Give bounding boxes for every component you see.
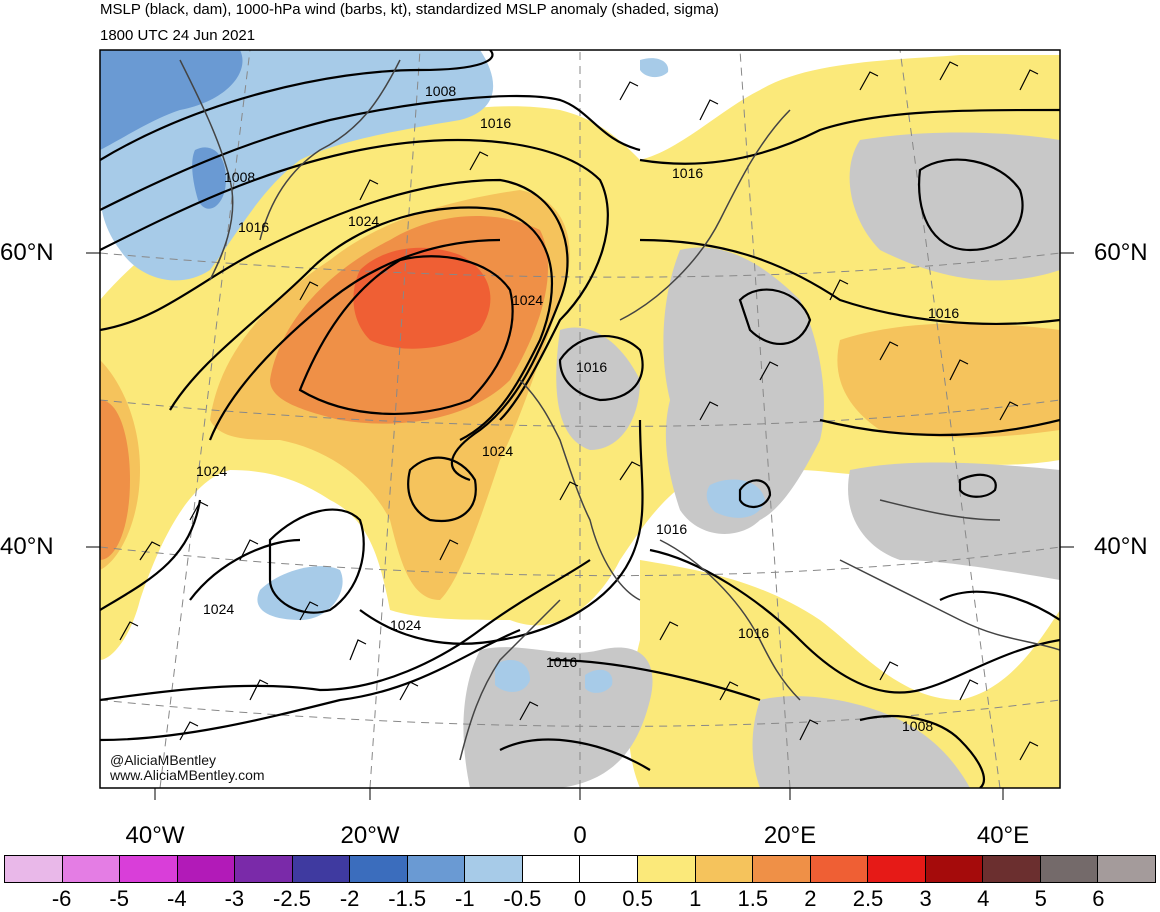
colorbar-tick-label: -6: [51, 886, 72, 911]
isobar-label: 1016: [576, 359, 607, 375]
lon-label-20w: 20°W: [340, 822, 400, 849]
colorbar-tick-label: 1.5: [737, 886, 769, 911]
colorbar-cell: [62, 856, 121, 882]
colorbar-tick-label: -3: [224, 886, 245, 911]
isobar-label: 1008: [425, 83, 456, 99]
colorbar-tick-label: 0: [573, 886, 587, 911]
colorbar-tick-label: 4: [977, 886, 990, 911]
lat-label-right-40: 40°N: [1094, 533, 1148, 560]
colorbar-cell: [810, 856, 869, 882]
colorbar-cell: [983, 856, 1041, 882]
isobar-label: 1016: [738, 625, 769, 641]
colorbar-tick-label: 2.5: [852, 886, 884, 911]
colorbar-cell: [868, 856, 926, 882]
isobar-label: 1016: [928, 305, 959, 321]
wind-barbs: [119, 61, 1039, 761]
land-region-gray: [663, 247, 824, 534]
colorbar-tick-label: -2: [339, 886, 360, 911]
isobar-label: 1008: [224, 169, 255, 185]
colorbar-cell: [580, 856, 639, 882]
lon-label-40w: 40°W: [125, 822, 185, 849]
colorbar-tick-label: 0.5: [622, 886, 653, 911]
lat-label-left-60: 60°N: [0, 239, 54, 266]
colorbar-cell: [177, 856, 236, 882]
colorbar-tick-label: -0.5: [503, 886, 542, 911]
colorbar-cell: [753, 856, 811, 882]
credit-handle: @AliciaMBentley: [110, 752, 217, 768]
isobar-label: 1024: [512, 292, 543, 308]
colorbar-cell: [5, 856, 63, 882]
colorbar: [4, 855, 1156, 883]
isobar-label: 1016: [672, 165, 703, 181]
lon-label-0: 0: [573, 822, 587, 849]
colorbar-tick-label: 2: [804, 886, 817, 911]
isobar-label: 1024: [482, 443, 513, 459]
lat-label-left-40: 40°N: [0, 533, 54, 560]
colorbar-tick-label: -5: [109, 886, 129, 911]
colorbar-cell: [1098, 856, 1155, 882]
colorbar-cell: [638, 856, 696, 882]
isobar-label: 1024: [203, 601, 234, 617]
isobar-label: 1016: [238, 219, 269, 235]
valid-time: 1800 UTC 24 Jun 2021: [100, 27, 256, 44]
colorbar-tick-label: 5: [1034, 886, 1047, 911]
isobar-label: 1024: [390, 617, 421, 633]
map-title: MSLP (black, dam), 1000-hPa wind (barbs,…: [100, 1, 719, 18]
isobar-label: 1008: [902, 718, 933, 734]
anomaly-region-max: [353, 247, 491, 349]
colorbar-cell: [292, 856, 351, 882]
axis-ticks: [86, 252, 1074, 800]
colorbar-tick-label: -1: [455, 886, 475, 911]
colorbar-tick-label: 1: [689, 886, 702, 911]
colorbar-tick-label: 6: [1092, 886, 1105, 911]
isobar-label: 1016: [656, 521, 687, 537]
isobar-label: 1024: [196, 463, 227, 479]
colorbar-cell: [120, 856, 178, 882]
colorbar-cell: [1040, 856, 1099, 882]
colorbar-cell: [925, 856, 984, 882]
isobar-labels: 1008 1008 1016 1016 1016 1024 1024 1024 …: [196, 83, 959, 734]
colorbar-cell: [407, 856, 466, 882]
colorbar-cell: [465, 856, 523, 882]
colorbar-tick-label: 3: [919, 886, 932, 911]
isobar-label: 1016: [546, 654, 577, 670]
lon-label-40e: 40°E: [976, 822, 1030, 849]
map-content: 1008 1008 1016 1016 1016 1024 1024 1024 …: [100, 50, 1060, 788]
lat-label-right-60: 60°N: [1094, 239, 1148, 266]
coastlines: [179, 59, 1060, 761]
colorbar-cell: [350, 856, 408, 882]
isobars: [100, 50, 1060, 788]
colorbar-cell: [235, 856, 293, 882]
lon-label-20e: 20°E: [763, 822, 817, 849]
colorbar-cell: [695, 856, 754, 882]
colorbar-cell: [522, 856, 581, 882]
colorbar-tick-label: -1.5: [388, 886, 427, 911]
isobar-label: 1024: [348, 213, 379, 229]
credit-website: www.AliciaMBentley.com: [110, 767, 265, 783]
colorbar-tick-label: -4: [167, 886, 187, 911]
colorbar-tick-label: -2.5: [273, 886, 311, 911]
isobar-label: 1016: [480, 115, 511, 131]
graticule: [100, 50, 1060, 788]
